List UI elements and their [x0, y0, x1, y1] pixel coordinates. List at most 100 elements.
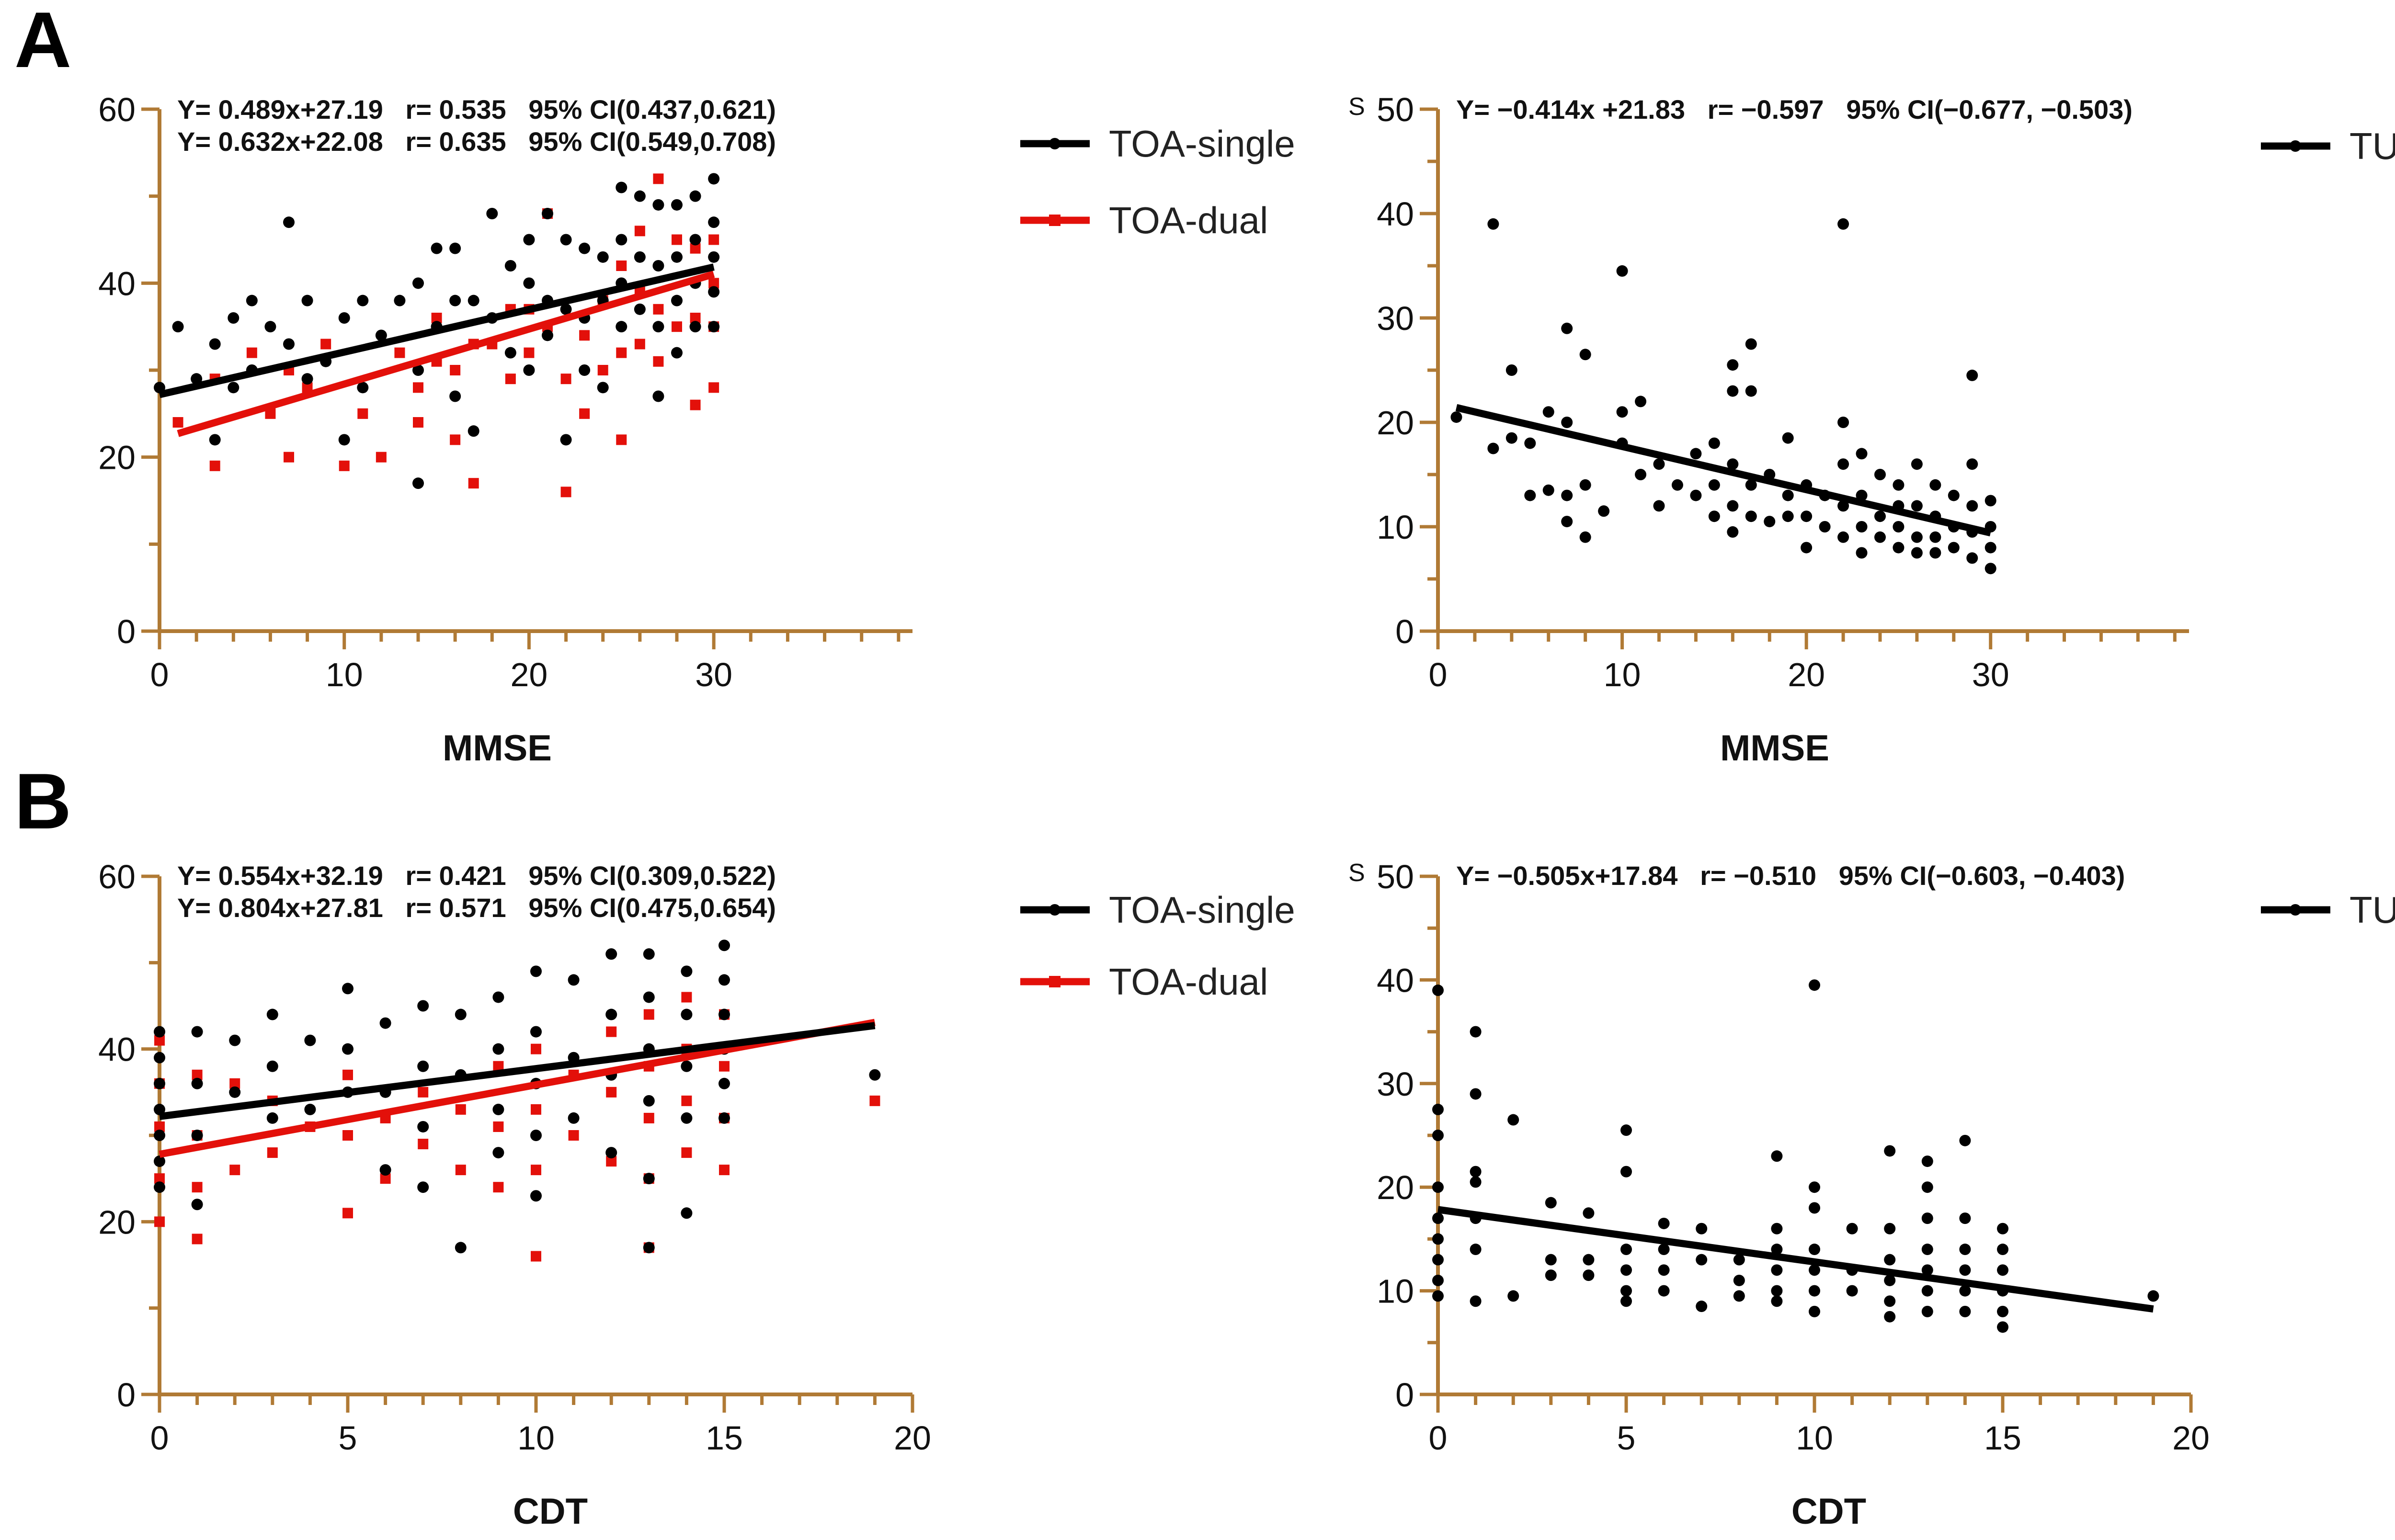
data-point-toa-single: [718, 1008, 730, 1020]
data-point-tugt: [1911, 547, 1923, 559]
data-point-toa-single: [643, 1242, 655, 1254]
chart-cdt-tugt: 0 10 20 30 40 50 0 5 10 15 20 CDT S Y= −0.505x+17.84 …: [1348, 858, 2395, 1532]
data-point-toa-single: [246, 294, 258, 306]
data-point-toa-single: [357, 382, 369, 394]
series-toa-single-points: [154, 940, 881, 1254]
data-point-tugt: [1733, 1254, 1745, 1266]
data-point-toa-single: [681, 1060, 693, 1072]
data-point-tugt: [1893, 521, 1905, 532]
data-point-toa-single: [468, 425, 479, 437]
data-point-toa-single: [154, 1130, 165, 1141]
data-point-toa-dual: [579, 408, 590, 419]
legend-marker: [1049, 138, 1061, 149]
data-point-toa-single: [718, 974, 730, 986]
data-point-toa-dual: [209, 460, 220, 471]
data-point-toa-single: [342, 983, 354, 995]
data-point-tugt: [1921, 1181, 1933, 1193]
data-point-tugt: [1911, 458, 1923, 470]
data-point-toa-single: [652, 321, 664, 333]
data-point-toa-single: [718, 940, 730, 951]
data-point-toa-single: [486, 208, 498, 219]
data-point-toa-dual: [719, 1061, 730, 1072]
data-point-toa-dual: [468, 478, 479, 489]
data-point-tugt: [1583, 1207, 1595, 1219]
data-point-tugt: [1690, 489, 1702, 501]
data-point-toa-dual: [681, 1147, 692, 1158]
data-point-tugt: [1542, 484, 1554, 496]
y-tick-label: 0: [1395, 613, 1414, 650]
data-point-tugt: [1921, 1244, 1933, 1256]
data-point-toa-single: [209, 338, 221, 350]
data-point-tugt: [1542, 406, 1554, 418]
data-point-tugt: [1809, 1244, 1820, 1256]
data-point-toa-single: [530, 1190, 542, 1202]
regression-equation: Y= 0.632x+22.08 r= 0.635 95% CI(0.549,0.…: [177, 126, 776, 157]
data-point-tugt: [1771, 1264, 1783, 1276]
data-point-tugt: [1966, 552, 1978, 564]
data-point-toa-dual: [339, 460, 350, 471]
legend-label: TOA-single: [1109, 123, 1295, 165]
data-point-toa-dual: [708, 278, 719, 289]
data-point-toa-single: [643, 1173, 655, 1185]
data-point-toa-single: [357, 294, 369, 306]
data-point-toa-single: [560, 434, 572, 446]
x-tick-label: 20: [1788, 656, 1825, 693]
x-tick-label: 5: [1617, 1419, 1636, 1457]
x-tick-label: 5: [339, 1419, 357, 1457]
chart-mmse-tugt: 0 10 20 30 40 50 0 10 20 30 MMSE S Y= −0.414x +21.83…: [1348, 91, 2395, 769]
data-point-toa-dual: [154, 1121, 165, 1132]
data-point-tugt: [1432, 1290, 1444, 1302]
y-tick-label: 10: [1377, 1273, 1414, 1310]
data-point-tugt: [1658, 1285, 1670, 1297]
legend-label: TOA-single: [1109, 889, 1295, 931]
data-point-tugt: [1893, 479, 1905, 491]
data-point-toa-dual: [708, 234, 719, 245]
panel-label-a: A: [14, 0, 71, 84]
data-point-tugt: [1708, 510, 1720, 522]
data-point-toa-single: [492, 991, 504, 1003]
data-point-toa-dual: [455, 1165, 466, 1176]
data-point-toa-dual: [394, 347, 405, 358]
data-point-tugt: [1620, 1166, 1632, 1178]
data-point-toa-dual: [418, 1139, 429, 1150]
data-point-toa-dual: [531, 1104, 541, 1115]
data-point-toa-dual: [643, 1112, 654, 1123]
series-toa-dual-points: [154, 992, 880, 1262]
data-point-tugt: [1911, 500, 1923, 512]
data-point-tugt: [1893, 542, 1905, 554]
x-tick-label: 10: [1796, 1419, 1833, 1457]
data-point-tugt: [1959, 1264, 1971, 1276]
data-point-toa-dual: [418, 1087, 429, 1098]
data-point-toa-single: [191, 1026, 203, 1038]
data-point-toa-single: [542, 208, 553, 219]
legend-marker: [1049, 904, 1061, 916]
data-point-tugt: [1997, 1264, 2008, 1276]
data-point-tugt: [1874, 469, 1886, 480]
data-point-toa-dual: [560, 374, 571, 385]
data-point-tugt: [1984, 563, 1996, 575]
data-point-tugt: [1658, 1217, 1670, 1229]
data-point-tugt: [1959, 1244, 1971, 1256]
data-point-toa-single: [283, 338, 295, 350]
data-point-toa-dual: [869, 1095, 880, 1106]
data-point-toa-dual: [531, 1043, 541, 1054]
y-tick-label: 20: [98, 1203, 136, 1241]
data-point-tugt: [1635, 396, 1647, 408]
data-point-tugt: [1782, 489, 1794, 501]
data-point-toa-dual: [606, 1156, 617, 1167]
data-point-toa-dual: [524, 347, 535, 358]
data-point-toa-dual: [342, 1130, 353, 1141]
data-point-tugt: [1620, 1124, 1632, 1136]
data-point-tugt: [1450, 411, 1462, 423]
data-point-toa-single: [643, 948, 655, 960]
data-point-tugt: [1545, 1254, 1557, 1266]
data-point-toa-dual: [455, 1104, 466, 1115]
data-point-toa-dual: [690, 243, 701, 254]
y-tick-label: 40: [1377, 195, 1414, 233]
data-point-tugt: [1727, 359, 1739, 371]
y-tick-label: 60: [98, 91, 136, 128]
data-point-toa-single: [652, 199, 664, 211]
data-point-toa-single: [681, 965, 693, 977]
data-point-tugt: [1545, 1269, 1557, 1281]
data-point-toa-single: [338, 434, 350, 446]
